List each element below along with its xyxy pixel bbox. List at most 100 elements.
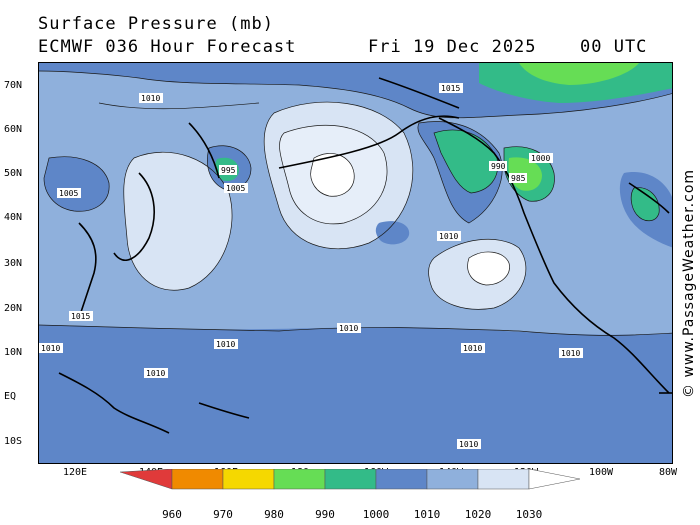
svg-text:1010: 1010: [146, 369, 165, 378]
colorbar-swatch: [324, 468, 377, 490]
isobar-1005-gulf: [417, 121, 503, 224]
lat-label: EQ: [4, 391, 17, 402]
svg-text:1015: 1015: [71, 312, 90, 321]
japan-coast: [113, 172, 155, 261]
colorbar: [119, 468, 590, 503]
colorbar-label: 990: [315, 508, 335, 521]
isobar-label: 1000: [529, 153, 553, 163]
colorbar-label: 970: [213, 508, 233, 521]
colorbar-swatch: [426, 468, 479, 490]
svg-text:985: 985: [511, 174, 526, 183]
isobar-label: 990: [489, 161, 507, 171]
colorbar-label: 960: [162, 508, 182, 521]
svg-text:1005: 1005: [226, 184, 245, 193]
isobar-1005-manchuria: [43, 156, 110, 212]
pressure-map-svg: 1010 1015 1005 1000 995 990 985 1010 101…: [39, 63, 672, 463]
chart-title: Surface Pressure (mb): [38, 14, 274, 34]
svg-text:1010: 1010: [141, 94, 160, 103]
colorbar-swatch: [375, 468, 428, 490]
coastlines: [58, 77, 672, 434]
colorbar-swatch: [273, 468, 326, 490]
svg-text:995: 995: [221, 166, 236, 175]
isobar-label: 1010: [437, 231, 461, 241]
lat-label: 50N: [4, 168, 23, 179]
isobar-1025-subtropical: [467, 251, 510, 286]
aleutian-chain: [278, 115, 460, 169]
great-lakes-shore: [628, 182, 670, 214]
lat-label: 60N: [4, 124, 23, 135]
lat-label: 70N: [4, 80, 23, 91]
isobar-label: 1010: [337, 323, 361, 333]
forecast-time: 00 UTC: [580, 37, 648, 57]
isobar-1025: [279, 124, 388, 225]
isobar-label: 1005: [224, 183, 248, 193]
isobar-1010-south: [39, 324, 672, 336]
colorbar-svg: [119, 468, 581, 490]
isobar-1015-north: [98, 102, 260, 110]
colorbar-label: 1030: [515, 508, 543, 521]
isobar-label: 1010: [559, 348, 583, 358]
lon-label: 100W: [588, 467, 614, 478]
north-america-west-coast: [438, 117, 670, 394]
isobar-label: 1010: [39, 343, 63, 353]
lon-label: 80W: [658, 467, 678, 478]
isobar-label: 1010: [139, 93, 163, 103]
forecast-date: Fri 19 Dec 2025: [368, 37, 537, 57]
isobars: [39, 70, 672, 336]
isobar-995-canada: [503, 146, 555, 202]
isobar-label: 995: [219, 165, 237, 175]
svg-text:1000: 1000: [531, 154, 550, 163]
lon-label: 120E: [62, 467, 88, 478]
kamchatka-coast: [188, 122, 220, 179]
colorbar-label: 1020: [464, 508, 492, 521]
svg-text:1010: 1010: [41, 344, 60, 353]
colorbar-swatch: [222, 468, 275, 490]
pressure-map: 1010 1015 1005 1000 995 990 985 1010 101…: [38, 62, 673, 464]
colorbar-label: 980: [264, 508, 284, 521]
isobar-label: 1010: [461, 343, 485, 353]
svg-text:1010: 1010: [459, 440, 478, 449]
isobar-1020-north: [263, 101, 414, 250]
svg-text:1015: 1015: [441, 84, 460, 93]
isobar-995-gulf: [433, 129, 499, 194]
isobar-label: 1015: [69, 311, 93, 321]
asia-east-coast: [78, 222, 97, 319]
alaska-north-coast: [378, 77, 460, 109]
small-low-1010: [375, 221, 410, 245]
lat-label: 40N: [4, 212, 23, 223]
colorbar-label: 1000: [362, 508, 390, 521]
isobar-label: 1005: [57, 188, 81, 198]
lat-label: 20N: [4, 303, 23, 314]
isobar-label: 1010: [214, 339, 238, 349]
gulf-alaska-low-990: [434, 130, 498, 193]
colorbar-label: 1010: [413, 508, 441, 521]
great-lakes-low: [631, 187, 660, 221]
svg-text:1010: 1010: [439, 232, 458, 241]
isobar-990-great-lakes: [630, 187, 660, 222]
colorbar-arrow-low: [119, 468, 173, 490]
colorbar-swatch: [477, 468, 530, 490]
svg-text:1010: 1010: [216, 340, 235, 349]
isobar-1020-subtropical: [428, 238, 527, 310]
high-center: [310, 153, 355, 197]
watermark: © www.PassageWeather.com: [678, 140, 698, 400]
maritime-continent-coast: [58, 372, 170, 434]
isobar-1010-north: [39, 70, 672, 119]
isobar-label: 1010: [457, 439, 481, 449]
colorbar-arrow-high: [528, 468, 581, 490]
isobar-label: 985: [509, 173, 527, 183]
north-canada-low-core: [519, 63, 639, 85]
svg-text:990: 990: [491, 162, 506, 171]
svg-text:1010: 1010: [339, 324, 358, 333]
lat-label: 10S: [4, 436, 23, 447]
colorbar-swatch: [171, 468, 224, 490]
new-guinea-coast: [198, 402, 250, 419]
high-west-pacific: [123, 152, 233, 291]
isobar-labels: 1010 1015 1005 1000 995 990 985 1010 101…: [39, 83, 583, 449]
watermark-text: © www.PassageWeather.com: [681, 169, 697, 398]
svg-text:1010: 1010: [561, 349, 580, 358]
svg-text:1005: 1005: [59, 189, 78, 198]
lat-label: 30N: [4, 258, 23, 269]
isobar-label: 1010: [144, 368, 168, 378]
svg-text:1010: 1010: [463, 344, 482, 353]
